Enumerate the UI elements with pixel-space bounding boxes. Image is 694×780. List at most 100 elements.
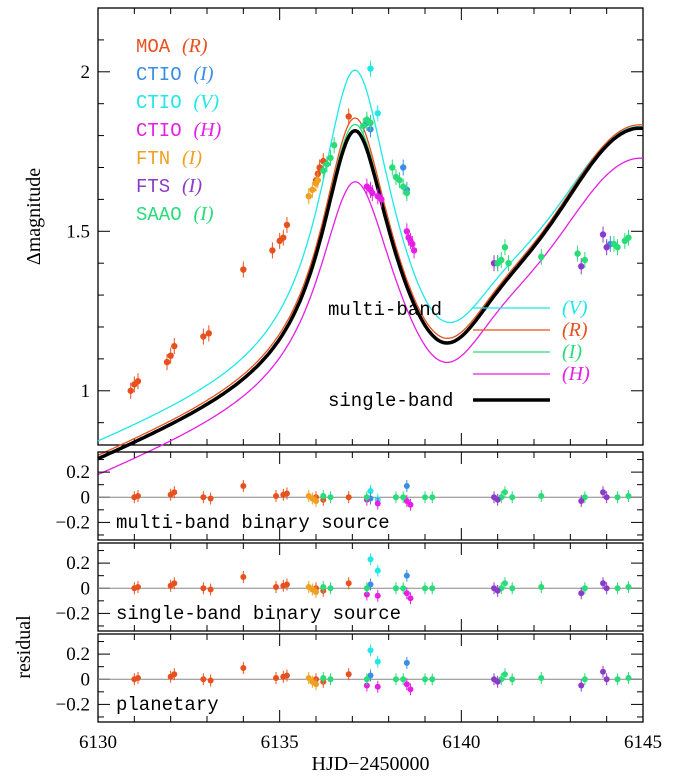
data-point [505,259,512,267]
residual-point [273,493,280,499]
legend-entry-band: (I) [194,203,214,225]
data-point [314,177,322,184]
residual-point [363,682,370,689]
residual-point [501,671,508,678]
residual-point [614,676,621,683]
data-point [625,234,632,241]
data-point [400,164,407,171]
residual-point [407,686,414,693]
residual-point [374,658,381,665]
x-tick-label: 6145 [624,732,662,753]
panel-label: single-band binary source [116,603,401,625]
data-point [360,122,367,130]
residual-point [422,585,428,592]
plot-frame [97,633,644,723]
residual-point [403,482,410,489]
residual-point [625,675,632,681]
data-point [367,65,374,72]
x-tick-label: 6140 [442,732,480,753]
residual-point [429,585,436,592]
residual-point [400,676,407,683]
residual-point [538,675,545,681]
data-point [280,234,287,241]
model-legend-band: (I) [562,341,582,363]
residual-point [363,585,370,592]
data-point [403,189,411,197]
legend-entry-band: (I) [194,63,214,85]
y-tick-label: 0 [81,578,91,599]
data-point [240,266,247,273]
residual-point [422,676,428,683]
panel-label: planetary [116,694,219,716]
residual-point [501,580,508,587]
residual-point [320,675,327,681]
residual-y-axis-label: residual [13,615,35,679]
data-point [538,253,545,261]
residual-point [363,676,370,683]
residual-point [614,585,621,592]
legend-entry-band: (H) [194,119,222,141]
residual-panel-planetary: 0.2 0 −0.2 planetary 6130 6135 6140 6145 HJD−245… [13,615,662,775]
data-point [323,161,331,168]
residual-point [403,681,410,688]
data-point [501,244,509,251]
residual-point [581,676,588,683]
residual-point [367,487,374,494]
residual-point [407,501,414,508]
residual-point [240,573,247,580]
data-point [205,330,213,337]
residual-point [392,585,399,592]
residual-point [200,585,207,592]
residual-point [374,683,381,690]
residual-point [494,678,501,685]
residual-point [327,585,334,592]
residual-point [374,567,381,574]
residual-point [501,489,508,496]
residual-point [273,584,280,590]
x-tick-label: 6135 [261,732,299,753]
data-point [283,221,291,229]
residual-point [429,494,436,501]
residual-point [320,493,327,499]
residual-point [363,591,370,598]
residual-point [283,672,290,679]
residual-point [313,681,319,688]
panel-label: multi-band binary source [116,512,390,534]
residual-point [134,675,141,681]
residual-point [171,489,178,496]
residual-point [494,496,501,503]
data-point [200,333,207,340]
model-curve-single-band [97,126,644,461]
residual-point [603,494,610,501]
residual-point [600,668,607,675]
residual-point [374,592,381,599]
y-tick-label: −0.2 [56,694,90,715]
residual-point [581,494,588,501]
data-point [367,119,374,127]
data-point [167,352,174,359]
data-point [389,164,396,171]
data-point [134,378,142,385]
data-point [410,247,418,254]
residual-point [625,584,632,590]
legend-entry-name: FTN [136,148,170,170]
residual-point [134,493,141,499]
data-point [574,250,581,257]
residual-point [134,584,141,590]
data-point [498,256,505,264]
residual-point [578,682,585,689]
model-curve-multi-band [97,157,643,476]
residual-point [400,494,407,501]
residual-point [200,676,207,683]
plot-frame [97,7,644,446]
data-point [269,247,276,254]
model-legend-multi-label: multi-band [328,299,442,321]
residual-point [320,584,327,590]
residual-point [345,494,352,501]
residual-point [625,493,632,499]
legend-entry-name: SAAO [136,204,182,226]
data-point [374,110,381,117]
model-legend-single-label: single-band [328,390,453,412]
residual-point [509,494,516,501]
residual-point [207,495,214,502]
